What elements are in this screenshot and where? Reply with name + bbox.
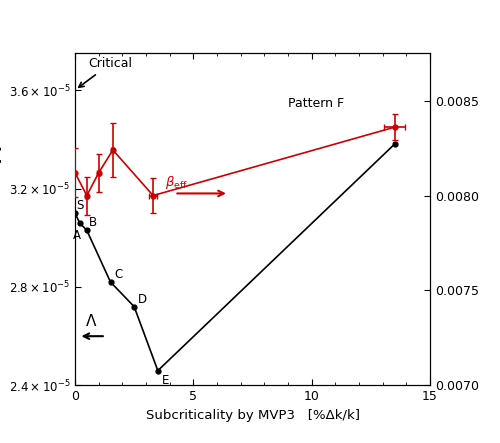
Text: Pattern F: Pattern F xyxy=(288,97,344,110)
Text: $\beta_{\rm eff}$: $\beta_{\rm eff}$ xyxy=(165,174,188,191)
X-axis label: Subcriticality by MVP3   [%Δk/k]: Subcriticality by MVP3 [%Δk/k] xyxy=(146,409,360,422)
Text: D: D xyxy=(138,293,147,306)
Y-axis label: Generation Time Λ [s]: Generation Time Λ [s] xyxy=(0,146,3,292)
Text: B: B xyxy=(89,217,98,229)
Text: Critical: Critical xyxy=(78,58,132,87)
Text: A: A xyxy=(72,229,80,242)
Text: C: C xyxy=(114,268,122,281)
Text: S: S xyxy=(76,199,84,212)
Text: $\Lambda$: $\Lambda$ xyxy=(86,313,98,329)
Y-axis label: Effective Delayed-Neutron Fraction $\beta_{\rm eff}$: Effective Delayed-Neutron Fraction $\bet… xyxy=(498,104,500,335)
Text: E: E xyxy=(162,374,169,387)
